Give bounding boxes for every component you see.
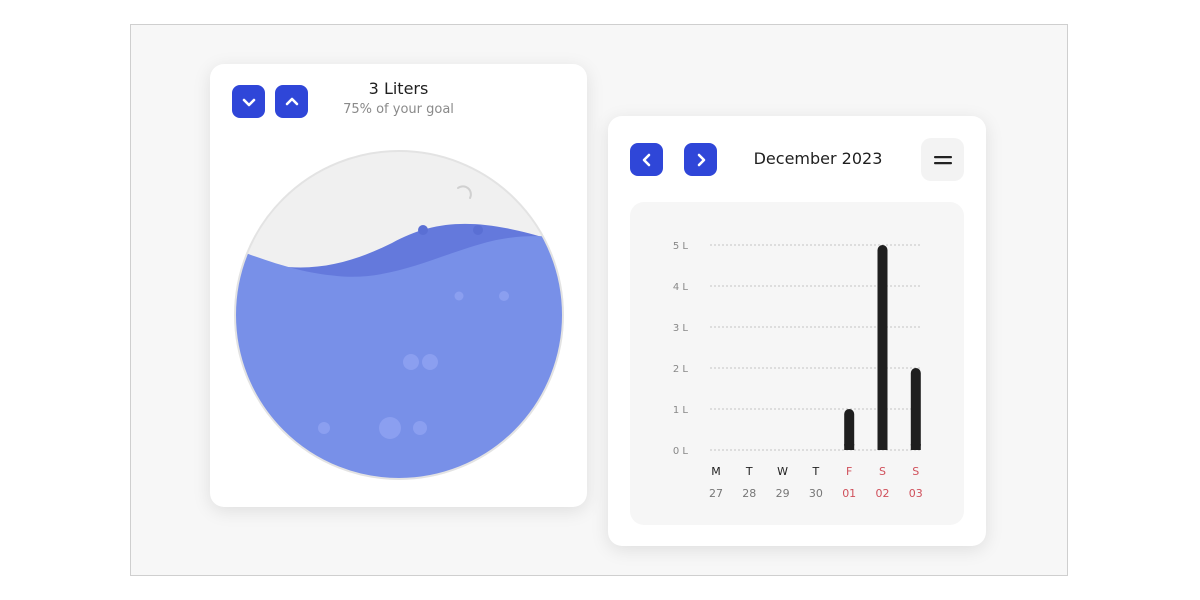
day-date-label: 02 <box>876 487 890 500</box>
bar-base <box>910 444 921 450</box>
chevron-right-icon <box>697 153 705 166</box>
bubble <box>499 291 509 301</box>
y-tick-label: 4 L <box>673 282 689 293</box>
bar <box>844 409 855 450</box>
chevron-left-icon <box>642 153 650 166</box>
day-letter-label: T <box>745 465 753 478</box>
day-letter-label: F <box>846 465 852 478</box>
chevron-up-icon <box>285 97 298 105</box>
bubble <box>418 225 428 235</box>
day-letter-label: S <box>879 465 886 478</box>
day-date-label: 29 <box>776 487 790 500</box>
month-label: December 2023 <box>753 149 883 168</box>
chevron-down-icon <box>242 98 255 106</box>
bar-base <box>877 444 888 450</box>
day-date-label: 30 <box>809 487 823 500</box>
menu-button[interactable] <box>921 138 964 181</box>
intake-bar-chart: 0 L 1 L 2 L 3 L 4 L 5 L M 27 T 28 W 29 T 30 F 01 S 02 S 03 <box>673 241 923 500</box>
glass-shine <box>457 185 472 199</box>
goal-progress-text: 75% of your goal <box>343 102 454 117</box>
bubble <box>454 291 464 301</box>
day-letter-label: S <box>912 465 919 478</box>
intake-history-card: December 2023 0 L 1 L 2 L 3 L 4 L 5 L M 27 T 28 W 2… <box>608 116 986 546</box>
water-intake-card: 3 Liters 75% of your goal <box>210 64 587 507</box>
bubble <box>422 354 438 370</box>
day-letter-label: T <box>812 465 820 478</box>
day-letter-label: W <box>777 465 788 478</box>
globe-outline <box>234 150 564 480</box>
y-tick-label: 5 L <box>673 241 689 252</box>
day-date-label: 03 <box>909 487 923 500</box>
bubble <box>413 421 427 435</box>
water-amount-title: 3 Liters <box>368 79 429 98</box>
water-globe <box>234 150 564 480</box>
next-month-button[interactable] <box>684 143 717 176</box>
bubble <box>473 225 483 235</box>
decrease-button[interactable] <box>232 85 265 118</box>
increase-button[interactable] <box>275 85 308 118</box>
bubble <box>318 422 330 434</box>
y-tick-label: 3 L <box>673 323 689 334</box>
bar <box>877 245 888 450</box>
y-tick-label: 0 L <box>673 446 689 457</box>
menu-icon <box>933 155 952 164</box>
bubble <box>403 354 419 370</box>
day-date-label: 27 <box>709 487 723 500</box>
day-date-label: 01 <box>842 487 856 500</box>
water-front-wave <box>235 236 563 479</box>
day-date-label: 28 <box>742 487 756 500</box>
previous-month-button[interactable] <box>630 143 663 176</box>
bar-base <box>844 444 855 450</box>
y-tick-label: 2 L <box>673 364 689 375</box>
day-letter-label: M <box>711 465 721 478</box>
chart-panel: 0 L 1 L 2 L 3 L 4 L 5 L M 27 T 28 W 29 T 30 F 01 S 02 S 03 <box>630 202 964 525</box>
y-tick-label: 1 L <box>673 405 689 416</box>
bar <box>910 368 921 450</box>
bubble <box>379 417 401 439</box>
